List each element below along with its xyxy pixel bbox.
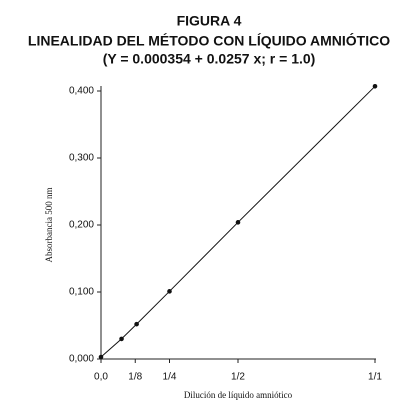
data-point	[167, 289, 172, 294]
data-point	[235, 220, 241, 225]
chart-subtitle: LINEALIDAD DEL MÉTODO CON LÍQUIDO AMNIÓT…	[28, 32, 390, 49]
x-tick-label: 1/1	[368, 372, 382, 383]
y-tick-label: 0,200	[69, 220, 94, 231]
y-tick-label: 0,100	[69, 287, 94, 298]
x-tick-label: 1/2	[231, 372, 245, 383]
chart-title: FIGURA 4	[177, 13, 242, 29]
x-tick-label: 0,0	[94, 372, 108, 383]
data-point	[119, 336, 124, 342]
data-point	[134, 321, 139, 327]
x-tick-label: 1/8	[128, 372, 142, 383]
y-tick-label: 0,000	[69, 354, 94, 365]
data-line	[100, 85, 376, 358]
y-tick-label: 0,300	[69, 153, 94, 164]
data-point	[98, 354, 104, 360]
x-tick-label: 1/4	[163, 372, 177, 383]
data-point	[372, 84, 378, 89]
equation: (Y = 0.000354 + 0.0257 x; r = 1.0)	[103, 51, 316, 67]
y-axis-label: Absorbancia 500 nm	[44, 188, 54, 263]
y-tick-label: 0,400	[69, 86, 94, 97]
x-axis-label: Dilución de líquido amniótico	[184, 390, 293, 400]
